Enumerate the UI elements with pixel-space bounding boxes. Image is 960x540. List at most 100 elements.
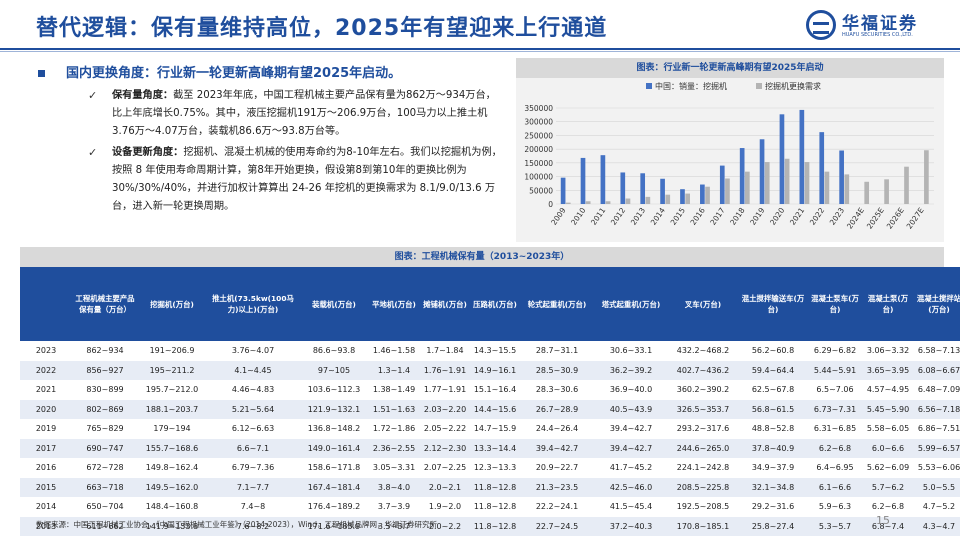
table-cell: 149.8~162.4 <box>138 458 206 478</box>
table-cell: 5.0~5.5 <box>914 477 960 497</box>
table-cell: 5.7~6.2 <box>862 477 914 497</box>
table-cell: 59.4~64.4 <box>738 360 808 380</box>
table-cell: 15.1~16.4 <box>470 380 520 400</box>
table-cell: 2015 <box>20 477 72 497</box>
table-cell: 7.4~8 <box>206 497 300 517</box>
table-cell: 2.36~2.55 <box>368 438 420 458</box>
table-header-cell: 压路机(万台) <box>470 267 520 341</box>
table-cell: 402.7~436.2 <box>668 360 738 380</box>
table-cell: 14.7~15.9 <box>470 419 520 439</box>
table-cell: 6.12~6.63 <box>206 419 300 439</box>
x-tick-label: 2027E <box>905 206 926 231</box>
table-body: 2023 862~934 191~206.9 3.76~4.07 86.6~93.8 1.… <box>20 341 960 536</box>
logo-name: 华福证券 <box>842 14 918 34</box>
table-cell: 6.48~7.09 <box>914 380 960 400</box>
table-cell: 6.1~6.6 <box>808 477 862 497</box>
table-cell: 4.46~4.83 <box>206 380 300 400</box>
table-panel: 图表：工程机械保有量（2013~2023年） 工程机械主要产品保有量（万台） 挖掘… <box>20 247 960 536</box>
bar <box>620 172 626 204</box>
x-tick-label: 2018 <box>728 206 746 227</box>
x-tick-label: 2016 <box>689 206 707 227</box>
table-header-cell: 工程机械主要产品保有量（万台） <box>72 267 138 341</box>
table-cell: 663~718 <box>72 477 138 497</box>
table-cell: 22.2~24.1 <box>520 497 594 517</box>
table-cell: 136.8~148.2 <box>300 419 368 439</box>
table-cell: 2022 <box>20 360 72 380</box>
bar <box>904 166 909 204</box>
bar <box>605 201 611 204</box>
table-cell: 830~899 <box>72 380 138 400</box>
x-tick-label: 2019 <box>748 206 766 227</box>
table-cell: 141.9~153.8 <box>138 516 206 536</box>
summary-point-text: 截至 2023年年底，中国工程机械主要产品保有量为862万～934万台，比上年底… <box>112 90 496 137</box>
x-tick-label: 2022 <box>808 206 826 227</box>
table-cell: 672~728 <box>72 458 138 478</box>
table-cell: 4.1~4.45 <box>206 360 300 380</box>
bar <box>804 162 810 204</box>
table-cell: 6.2~6.8 <box>862 497 914 517</box>
table-cell: 5.53~6.06 <box>914 458 960 478</box>
bar <box>839 150 844 204</box>
table-cell: 6.6~7.1 <box>206 438 300 458</box>
bar-chart: 中国：销量：挖掘机 挖掘机更换需求 0 50000 100000 150000 200000… <box>524 81 934 231</box>
y-tick-label: 200000 <box>524 145 553 154</box>
table-cell: 158.6~171.8 <box>300 458 368 478</box>
table-header-cell: 摊铺机(万台) <box>420 267 470 341</box>
table-cell: 41.5~45.4 <box>594 497 668 517</box>
table-header-cell: 挖掘机(万台) <box>138 267 206 341</box>
table-cell: 62.5~67.8 <box>738 380 808 400</box>
table-cell: 11.8~12.8 <box>470 477 520 497</box>
table-cell: 21.3~23.5 <box>520 477 594 497</box>
table-header-cell: 推土机(73.5kw(100马力)以上)(万台) <box>206 267 300 341</box>
table-cell: 28.7~31.1 <box>520 341 594 361</box>
table-cell: 48.8~52.8 <box>738 419 808 439</box>
page-title: 替代逻辑：保有量维持高位，2025年有望迎来上行通道 <box>36 16 608 41</box>
title-divider <box>0 48 960 50</box>
chart-panel: 图表：行业新一轮更新高峰期有望2025年启动 中国：销量：挖掘机 挖掘机更换需求 0… <box>516 58 944 242</box>
legend-swatch <box>756 83 762 89</box>
table-cell: 40.5~43.9 <box>594 399 668 419</box>
table-cell: 5.3~5.7 <box>808 516 862 536</box>
table-cell: 2016 <box>20 458 72 478</box>
table-cell: 3.05~3.31 <box>368 458 420 478</box>
table-cell: 7.6~8.2 <box>206 516 300 536</box>
bar <box>784 158 790 204</box>
table-cell: 6.0~6.6 <box>862 438 914 458</box>
table-cell: 3.8~4.0 <box>368 477 420 497</box>
table-cell: 1.77~1.91 <box>420 380 470 400</box>
table-cell: 195~211.2 <box>138 360 206 380</box>
table-cell: 103.6~112.3 <box>300 380 368 400</box>
table-cell: 6.58~7.13 <box>914 341 960 361</box>
table-cell: 326.5~353.7 <box>668 399 738 419</box>
table-cell: 360.2~390.2 <box>668 380 738 400</box>
table-cell: 37.8~40.9 <box>738 438 808 458</box>
bar <box>824 171 830 204</box>
table-cell: 765~829 <box>72 419 138 439</box>
table-header-cell: 混土搅拌输送车(万台) <box>738 267 808 341</box>
table-cell: 6.73~7.31 <box>808 399 862 419</box>
y-tick-label: 50000 <box>529 186 553 195</box>
x-tick-label: 2014 <box>649 206 667 227</box>
table-cell: 176.4~189.2 <box>300 497 368 517</box>
bar <box>864 181 870 204</box>
table-cell: 1.51~1.63 <box>368 399 420 419</box>
summary-point: ✓ 设备更新角度：挖掘机、混凝土机械的使用寿命约为8-10年左右。我们以挖掘机为… <box>36 144 506 216</box>
table-cell: 37.2~40.3 <box>594 516 668 536</box>
table-cell: 1.38~1.49 <box>368 380 420 400</box>
table-cell: 171.6~185.9 <box>300 516 368 536</box>
table-cell: 155.7~168.6 <box>138 438 206 458</box>
table-cell: 5.45~5.90 <box>862 399 914 419</box>
x-tick-label: 2023 <box>828 206 846 227</box>
bar <box>799 109 805 204</box>
table-header-cell: 混凝土泵车(万台) <box>808 267 862 341</box>
x-tick-label: 2026E <box>885 206 906 231</box>
table-cell: 6.8~7.4 <box>862 516 914 536</box>
table-cell: 39.4~42.7 <box>594 419 668 439</box>
table-header-cell: 叉车(万台) <box>668 267 738 341</box>
summary-heading: 国内更换角度：行业新一轮更新高峰期有望2025年启动。 <box>36 64 506 84</box>
table-cell: 6.56~7.18 <box>914 399 960 419</box>
table-cell: 97~105 <box>300 360 368 380</box>
source-note: 数据来源：中国工程机械工业协会，《中国工程机械工业年鉴》（2014-2023），… <box>36 520 437 529</box>
table-cell: 1.76~1.91 <box>420 360 470 380</box>
table-cell: 611~662 <box>72 516 138 536</box>
